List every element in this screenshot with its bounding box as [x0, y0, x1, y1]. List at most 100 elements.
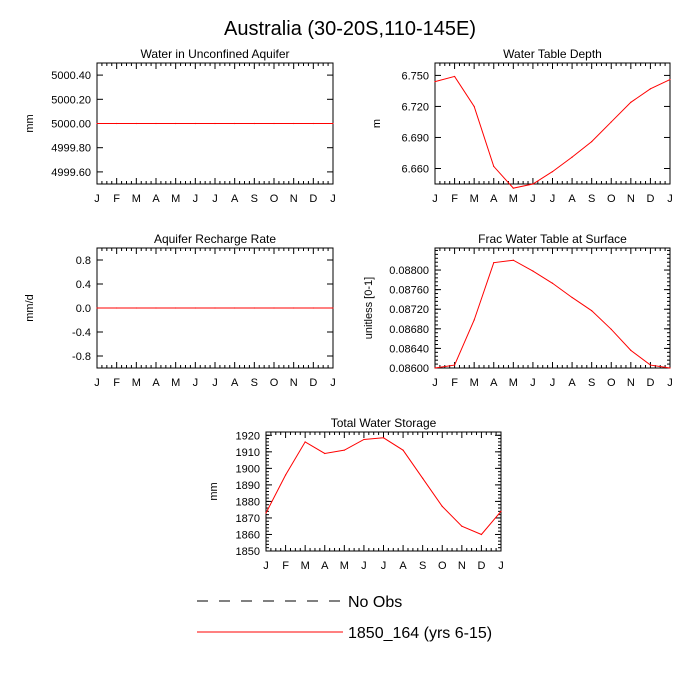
plot-frame — [265, 431, 502, 552]
x-tick-label: A — [490, 193, 498, 205]
x-tick-label: J — [193, 377, 199, 389]
data-point — [96, 122, 98, 125]
x-tick-label: O — [270, 193, 279, 205]
data-point — [194, 307, 196, 309]
y-tick-label: 1850 — [236, 546, 260, 558]
y-tick-label: 6.660 — [401, 163, 429, 175]
data-point — [273, 307, 275, 309]
y-tick-label: 0.0 — [76, 303, 91, 315]
plot-frame — [434, 247, 671, 369]
y-tick-label: 1910 — [236, 447, 260, 459]
x-tick-label: F — [451, 377, 458, 389]
x-tick-label: A — [152, 377, 160, 389]
data-point — [610, 328, 612, 330]
x-tick-label: J — [667, 193, 673, 205]
x-tick-label: M — [509, 377, 518, 389]
x-tick-label: N — [290, 377, 298, 389]
x-tick-label: D — [309, 377, 317, 389]
x-tick-label: O — [607, 377, 616, 389]
y-tick-label: 4999.60 — [51, 167, 91, 179]
x-tick-label: J — [94, 377, 100, 389]
y-tick-label: 4999.80 — [51, 143, 91, 155]
x-tick-label: M — [470, 193, 479, 205]
x-tick-label: J — [530, 193, 536, 205]
y-tick-label: 0.8 — [76, 255, 91, 267]
y-axis-label: mm — [24, 114, 36, 132]
y-axis-label: unitless [0-1] — [363, 277, 375, 339]
x-tick-label: J — [330, 193, 336, 205]
x-tick-label: J — [263, 560, 269, 572]
x-tick-label: S — [251, 193, 258, 205]
data-point — [312, 307, 314, 309]
x-tick-label: M — [132, 193, 141, 205]
data-point — [402, 449, 404, 451]
data-point — [253, 122, 255, 125]
data-point — [324, 452, 326, 455]
data-point — [304, 441, 306, 443]
data-point — [234, 307, 236, 309]
data-point — [253, 307, 255, 309]
x-tick-label: M — [171, 193, 180, 205]
data-point — [453, 75, 456, 78]
x-tick-label: J — [498, 560, 504, 572]
data-point — [630, 101, 632, 103]
x-tick-label: D — [477, 560, 485, 572]
x-tick-label: J — [667, 377, 673, 389]
data-point — [214, 307, 216, 309]
x-tick-label: A — [399, 560, 407, 572]
x-tick-label: J — [432, 193, 438, 205]
data-point — [493, 262, 495, 264]
y-tick-label: 0.08680 — [389, 324, 429, 336]
y-tick-label: 6.690 — [401, 132, 429, 144]
panel-title: Frac Water Table at Surface — [478, 232, 627, 246]
data-point — [551, 170, 554, 173]
y-tick-label: 0.08720 — [389, 304, 429, 316]
data-point — [669, 367, 671, 369]
y-axis-label: mm — [208, 482, 220, 500]
x-tick-label: M — [470, 377, 479, 389]
y-tick-label: 5000.40 — [51, 70, 91, 82]
y-tick-label: -0.8 — [72, 351, 91, 363]
plot-frame — [434, 62, 671, 185]
x-tick-label: A — [568, 377, 576, 389]
x-tick-label: N — [627, 377, 635, 389]
x-tick-label: D — [646, 377, 654, 389]
data-point — [473, 319, 475, 321]
data-point — [293, 122, 295, 125]
data-point — [265, 512, 267, 514]
data-point — [116, 122, 118, 125]
data-point — [512, 259, 514, 261]
data-point — [571, 156, 573, 158]
data-point — [175, 307, 177, 309]
x-tick-label: J — [193, 193, 199, 205]
y-tick-label: 0.08800 — [389, 265, 429, 277]
x-tick-label: J — [432, 377, 438, 389]
data-point — [332, 122, 334, 125]
y-axis-label: m — [371, 119, 383, 128]
x-tick-label: J — [550, 193, 556, 205]
data-point — [669, 78, 671, 81]
x-tick-label: A — [321, 560, 329, 572]
x-tick-label: D — [646, 193, 654, 205]
x-tick-label: A — [568, 193, 576, 205]
legend-model-label: 1850_164 (yrs 6-15) — [348, 625, 492, 642]
x-tick-label: D — [309, 193, 317, 205]
y-tick-label: 1890 — [236, 480, 260, 492]
data-point — [461, 525, 463, 527]
x-tick-label: J — [94, 193, 100, 205]
y-tick-label: 0.08640 — [389, 343, 429, 355]
data-point — [441, 505, 443, 507]
data-point — [532, 183, 534, 185]
x-tick-label: J — [530, 377, 536, 389]
y-tick-label: 1860 — [236, 529, 260, 541]
x-tick-label: A — [152, 193, 160, 205]
x-tick-label: F — [451, 193, 458, 205]
data-point — [500, 510, 502, 512]
data-point — [610, 121, 612, 123]
x-tick-label: O — [607, 193, 616, 205]
x-tick-label: J — [381, 560, 387, 572]
x-tick-label: O — [270, 377, 279, 389]
